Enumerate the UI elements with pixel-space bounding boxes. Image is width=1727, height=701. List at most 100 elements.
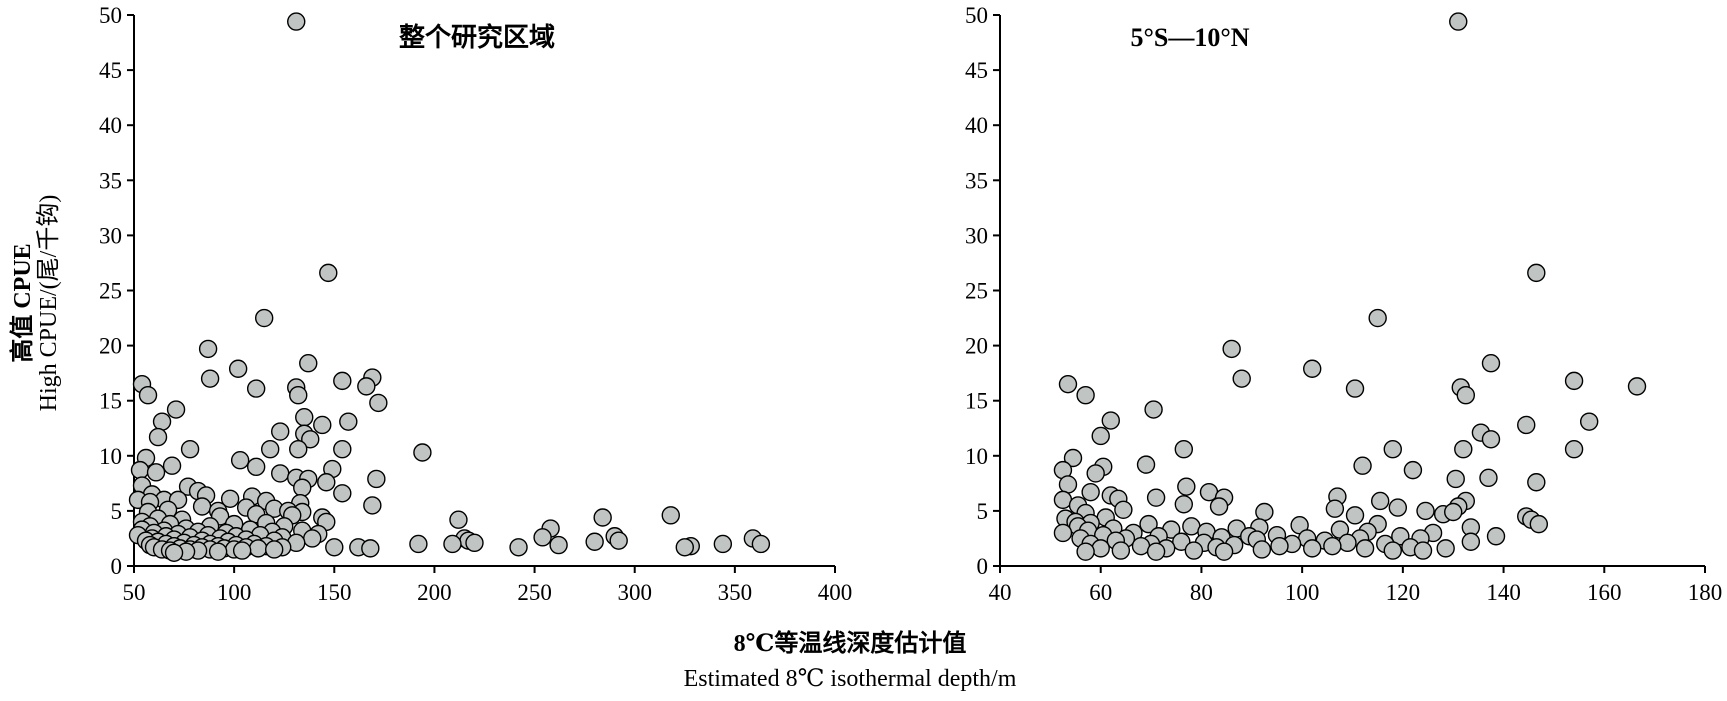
data-point <box>465 533 484 553</box>
y-tick-label: 10 <box>965 444 988 469</box>
data-point <box>1270 536 1289 556</box>
data-point <box>208 542 228 561</box>
data-point <box>1383 439 1402 459</box>
data-point <box>1444 502 1463 522</box>
data-point <box>1481 354 1501 373</box>
x-axis-title-en: Estimated 8℃ isothermal depth/m <box>684 666 1017 692</box>
x-tick-label: 400 <box>818 580 853 605</box>
data-point <box>1355 539 1375 558</box>
y-tick-label: 30 <box>965 223 988 248</box>
data-point <box>1627 377 1647 396</box>
data-point <box>1255 502 1274 522</box>
data-point <box>289 439 308 459</box>
data-point <box>409 534 428 554</box>
data-point <box>1184 541 1204 560</box>
data-point <box>1177 477 1196 496</box>
y-tick-label: 0 <box>111 554 123 579</box>
data-point <box>265 540 284 559</box>
data-point <box>325 538 344 557</box>
data-point <box>333 484 352 503</box>
data-point <box>1146 542 1166 561</box>
data-point <box>1114 500 1133 519</box>
y-tick-label: 40 <box>99 113 122 138</box>
data-point <box>1076 385 1095 405</box>
y-tick-label: 15 <box>965 389 988 414</box>
data-point <box>198 339 218 359</box>
y-tick-label: 20 <box>965 334 988 359</box>
data-point <box>1413 541 1433 560</box>
data-point <box>162 456 182 475</box>
y-tick-label: 10 <box>99 444 122 469</box>
data-point <box>675 538 694 557</box>
data-point <box>443 534 462 554</box>
data-point <box>317 473 336 492</box>
data-point <box>148 427 168 447</box>
data-point <box>339 412 358 431</box>
data-point <box>1214 542 1234 561</box>
data-point <box>289 385 308 405</box>
x-tick-label: 140 <box>1486 580 1521 605</box>
data-point <box>585 532 604 551</box>
data-point <box>1323 536 1342 556</box>
data-point <box>1081 482 1100 502</box>
y-axis-title: 高值 CPUE High CPUE/(尾/千钩) <box>8 195 62 412</box>
data-point <box>1436 539 1455 558</box>
data-point <box>166 400 186 419</box>
data-point <box>1146 488 1166 507</box>
data-point <box>254 308 274 328</box>
data-point <box>1345 506 1365 525</box>
x-tick-label: 200 <box>417 580 452 605</box>
panel-5s-10n: 0 5 10 15 20 25 30 35 40 45 50 40 60 80 100 120 140 160 18… <box>965 3 1722 605</box>
data-point <box>232 541 252 560</box>
data-point <box>1053 523 1073 543</box>
data-point <box>1222 339 1241 359</box>
y-tick-label: 25 <box>965 279 988 304</box>
data-point <box>228 359 248 378</box>
y-tick-label: 50 <box>965 3 988 28</box>
data-point <box>1353 456 1372 475</box>
data-point <box>609 531 628 550</box>
x-tick-label: 100 <box>217 580 252 605</box>
y-tick-label: 15 <box>99 389 122 414</box>
data-point <box>200 369 220 388</box>
y-tick-label: 30 <box>99 223 122 248</box>
y-axis-title-cn: 高值 CPUE <box>8 243 36 362</box>
data-point <box>1172 532 1191 551</box>
x-tick-label: 60 <box>1089 580 1112 605</box>
data-point <box>1527 473 1546 492</box>
data-point <box>751 534 771 554</box>
panel-title: 5°S—10°N <box>1130 23 1249 52</box>
data-point <box>333 439 352 459</box>
data-point <box>1111 541 1131 560</box>
y-axis-title-en: High CPUE/(尾/千钩) <box>35 195 62 412</box>
data-point <box>1076 542 1095 561</box>
data-point <box>301 430 320 449</box>
y-tick-label: 45 <box>965 58 988 83</box>
data-point <box>1303 539 1322 558</box>
x-tick-label: 350 <box>718 580 753 605</box>
data-point <box>509 538 528 557</box>
data-point <box>661 506 680 525</box>
data-point <box>1338 533 1357 553</box>
data-point <box>1091 426 1110 446</box>
data-point <box>363 496 382 515</box>
data-point <box>1579 412 1599 431</box>
data-point <box>1325 499 1345 518</box>
data-point <box>1449 12 1468 31</box>
data-point <box>357 377 376 396</box>
y-tick-label: 0 <box>977 554 989 579</box>
data-point <box>713 534 733 554</box>
data-point <box>449 510 468 529</box>
data-point <box>593 508 612 527</box>
data-point <box>367 469 386 489</box>
data-point <box>287 12 306 31</box>
data-point <box>248 539 268 558</box>
data-point <box>299 354 318 373</box>
data-point <box>533 528 552 547</box>
data-point <box>1144 400 1163 419</box>
x-tick-label: 150 <box>317 580 352 605</box>
data-point <box>1564 371 1584 391</box>
data-point <box>1303 359 1322 378</box>
data-point <box>1063 448 1083 468</box>
